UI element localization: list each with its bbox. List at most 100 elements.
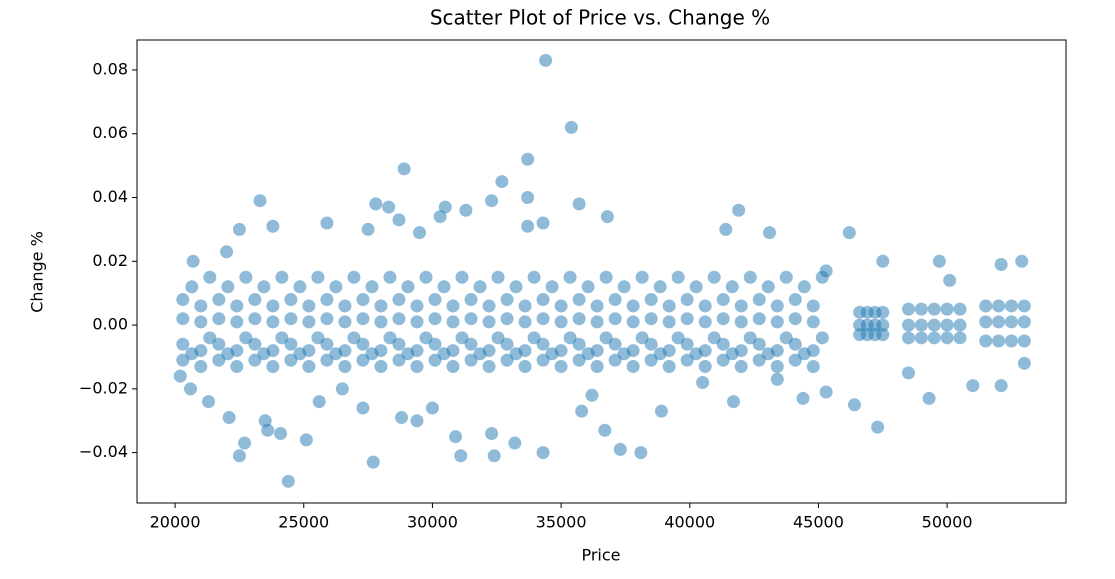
point	[428, 353, 442, 367]
point	[940, 318, 954, 332]
point	[275, 331, 289, 345]
point	[992, 334, 1006, 348]
y-tick-label: −0.04	[79, 442, 128, 461]
point	[527, 331, 541, 345]
point	[383, 331, 397, 345]
point	[312, 395, 326, 409]
point	[847, 398, 861, 412]
point	[329, 280, 343, 294]
point	[796, 391, 810, 405]
point	[716, 353, 730, 367]
point	[500, 293, 514, 307]
point	[521, 152, 535, 166]
point	[953, 331, 967, 345]
point	[173, 369, 187, 383]
point	[284, 337, 298, 351]
point	[374, 360, 388, 374]
point	[338, 299, 352, 313]
point	[743, 331, 757, 345]
point	[979, 334, 993, 348]
point	[680, 337, 694, 351]
point	[815, 331, 829, 345]
point	[302, 299, 316, 313]
point	[521, 191, 535, 205]
point	[428, 293, 442, 307]
point	[992, 315, 1006, 329]
point	[356, 353, 370, 367]
point	[680, 312, 694, 326]
point	[329, 347, 343, 361]
point	[274, 426, 288, 440]
point	[212, 293, 226, 307]
point	[876, 305, 890, 319]
point	[437, 347, 451, 361]
point	[356, 312, 370, 326]
point	[600, 210, 614, 224]
point	[299, 433, 313, 447]
point	[992, 299, 1006, 313]
point	[680, 293, 694, 307]
point	[194, 299, 208, 313]
point	[311, 270, 325, 284]
point	[487, 449, 501, 463]
point	[953, 318, 967, 332]
y-tick-label: 0.00	[92, 315, 128, 334]
point	[644, 353, 658, 367]
point	[239, 270, 253, 284]
point	[221, 280, 235, 294]
point	[725, 280, 739, 294]
point	[914, 318, 928, 332]
point	[671, 270, 685, 284]
point	[266, 219, 280, 233]
point	[230, 360, 244, 374]
point	[184, 382, 198, 396]
point	[338, 360, 352, 374]
point	[563, 270, 577, 284]
point	[932, 254, 946, 268]
point	[347, 270, 361, 284]
point	[454, 449, 468, 463]
point	[689, 280, 703, 294]
point	[752, 353, 766, 367]
point	[449, 430, 463, 444]
point	[482, 315, 496, 329]
point	[662, 299, 676, 313]
point	[608, 293, 622, 307]
point	[994, 379, 1008, 393]
point	[779, 331, 793, 345]
point	[698, 360, 712, 374]
point	[500, 312, 514, 326]
point	[185, 347, 199, 361]
point	[491, 270, 505, 284]
point	[876, 254, 890, 268]
x-tick-label: 30000	[407, 513, 458, 532]
point	[581, 280, 595, 294]
point	[419, 270, 433, 284]
point	[662, 360, 676, 374]
point	[446, 315, 460, 329]
point	[806, 315, 820, 329]
point	[509, 280, 523, 294]
point	[914, 331, 928, 345]
point	[871, 420, 885, 434]
point	[581, 347, 595, 361]
point	[590, 360, 604, 374]
point	[635, 331, 649, 345]
point	[689, 347, 703, 361]
point	[902, 366, 916, 380]
point	[455, 331, 469, 345]
point	[994, 257, 1008, 271]
point	[230, 299, 244, 313]
point	[508, 436, 522, 450]
point	[734, 360, 748, 374]
point	[564, 120, 578, 134]
point	[914, 302, 928, 316]
point	[572, 312, 586, 326]
point	[356, 337, 370, 351]
chart-title: Scatter Plot of Price vs. Change %	[430, 6, 770, 30]
x-axis-label: Price	[581, 546, 620, 565]
point	[438, 200, 452, 214]
point	[734, 315, 748, 329]
point	[770, 372, 784, 386]
point	[599, 331, 613, 345]
